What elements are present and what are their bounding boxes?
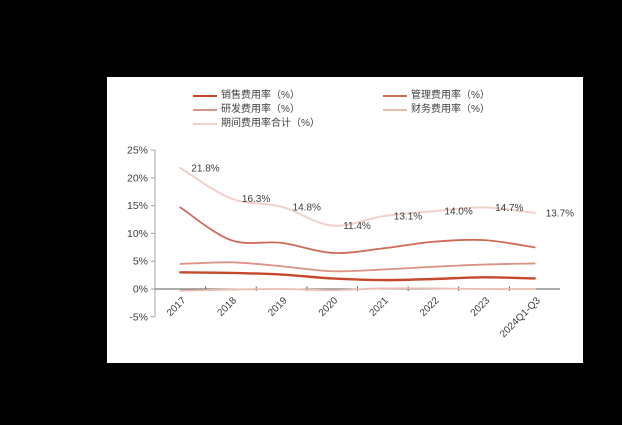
x-axis-label: 2017 xyxy=(165,295,189,319)
x-axis-label: 2022 xyxy=(418,295,442,319)
x-axis-label: 2023 xyxy=(469,295,493,319)
legend-label: 研发费用率（%） xyxy=(221,104,300,115)
y-axis-label: 5% xyxy=(133,256,148,268)
series-line-finance xyxy=(179,287,536,292)
series-line-rd xyxy=(179,261,536,273)
legend-item-sales: 销售费用率（%） xyxy=(193,90,300,102)
series-line-sales xyxy=(179,271,536,282)
series-line-total xyxy=(179,166,536,227)
y-axis-label: 0% xyxy=(133,284,148,296)
expense-ratio-line-chart: 25% 20% 15% 10% 5% 0% -5% 2017 2018 2019 2020 2021 2… xyxy=(127,145,574,340)
x-axis-label: 2019 xyxy=(266,295,290,319)
x-axis-label: 2020 xyxy=(317,295,341,319)
y-axis-label: -5% xyxy=(129,311,148,323)
legend-line-swatch xyxy=(193,109,217,111)
y-axis-label: 10% xyxy=(127,228,148,240)
x-axis-label: 2018 xyxy=(216,295,240,319)
data-label: 14.0% xyxy=(444,207,472,218)
legend-line-swatch xyxy=(193,123,217,125)
legend-line-swatch xyxy=(383,95,407,97)
data-label: 14.8% xyxy=(293,202,321,213)
legend-line-swatch xyxy=(383,109,407,111)
data-label: 13.1% xyxy=(394,212,422,223)
legend-label: 期间费用率合计（%） xyxy=(221,118,320,129)
chart-panel: 销售费用率（%） 管理费用率（%） 研发费用率（%） 财务费用率（%） 期间费用率合计（… xyxy=(107,77,583,363)
legend-label: 管理费用率（%） xyxy=(411,90,490,101)
y-axis-label: 25% xyxy=(127,145,148,157)
data-label: 14.7% xyxy=(495,203,523,214)
data-label: 21.8% xyxy=(191,163,219,174)
x-axis-label: 2021 xyxy=(367,295,391,319)
legend-line-swatch xyxy=(193,95,217,97)
data-label: 11.4% xyxy=(343,221,371,232)
data-label: 16.3% xyxy=(242,194,270,205)
legend-item-rd: 研发费用率（%） xyxy=(193,104,300,116)
data-label: 13.7% xyxy=(546,208,574,219)
legend-item-finance: 财务费用率（%） xyxy=(383,104,490,116)
chart-legend: 销售费用率（%） 管理费用率（%） 研发费用率（%） 财务费用率（%） 期间费用率合计（… xyxy=(107,77,583,137)
legend-label: 销售费用率（%） xyxy=(221,90,300,101)
y-axis-label: 15% xyxy=(127,200,148,212)
legend-item-management: 管理费用率（%） xyxy=(383,90,490,102)
y-axis-label: 20% xyxy=(127,172,148,184)
x-axis-label: 2024Q1-Q3 xyxy=(498,295,543,340)
legend-item-total: 期间费用率合计（%） xyxy=(193,118,320,130)
series-line-management xyxy=(179,206,536,254)
legend-label: 财务费用率（%） xyxy=(411,104,490,115)
